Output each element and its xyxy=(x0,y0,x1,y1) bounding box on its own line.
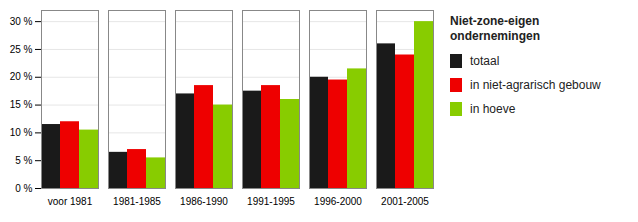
svg-text:30 %: 30 % xyxy=(10,16,33,27)
svg-text:15 %: 15 % xyxy=(10,99,33,110)
svg-text:1981-1985: 1981-1985 xyxy=(113,196,161,207)
svg-text:10 %: 10 % xyxy=(10,127,33,138)
svg-text:20 %: 20 % xyxy=(10,71,33,82)
svg-text:0 %: 0 % xyxy=(15,183,32,194)
svg-text:5 %: 5 % xyxy=(15,155,32,166)
html-text:ondernemingen: ondernemingen xyxy=(450,29,540,43)
svg-text:voor 1981: voor 1981 xyxy=(48,196,93,207)
html-text:Niet-zone-eigen: Niet-zone-eigen xyxy=(450,14,540,28)
svg-text:25 %: 25 % xyxy=(10,44,33,55)
svg-text:1996-2000: 1996-2000 xyxy=(314,196,362,207)
html-text:in niet-agrarisch gebouw: in niet-agrarisch gebouw xyxy=(470,78,601,92)
svg-text:2001-2005: 2001-2005 xyxy=(381,196,429,207)
html-text:in hoeve: in hoeve xyxy=(470,102,516,116)
svg-text:1991-1995: 1991-1995 xyxy=(247,196,295,207)
svg-text:1986-1990: 1986-1990 xyxy=(180,196,228,207)
html-text:totaal: totaal xyxy=(470,54,500,68)
